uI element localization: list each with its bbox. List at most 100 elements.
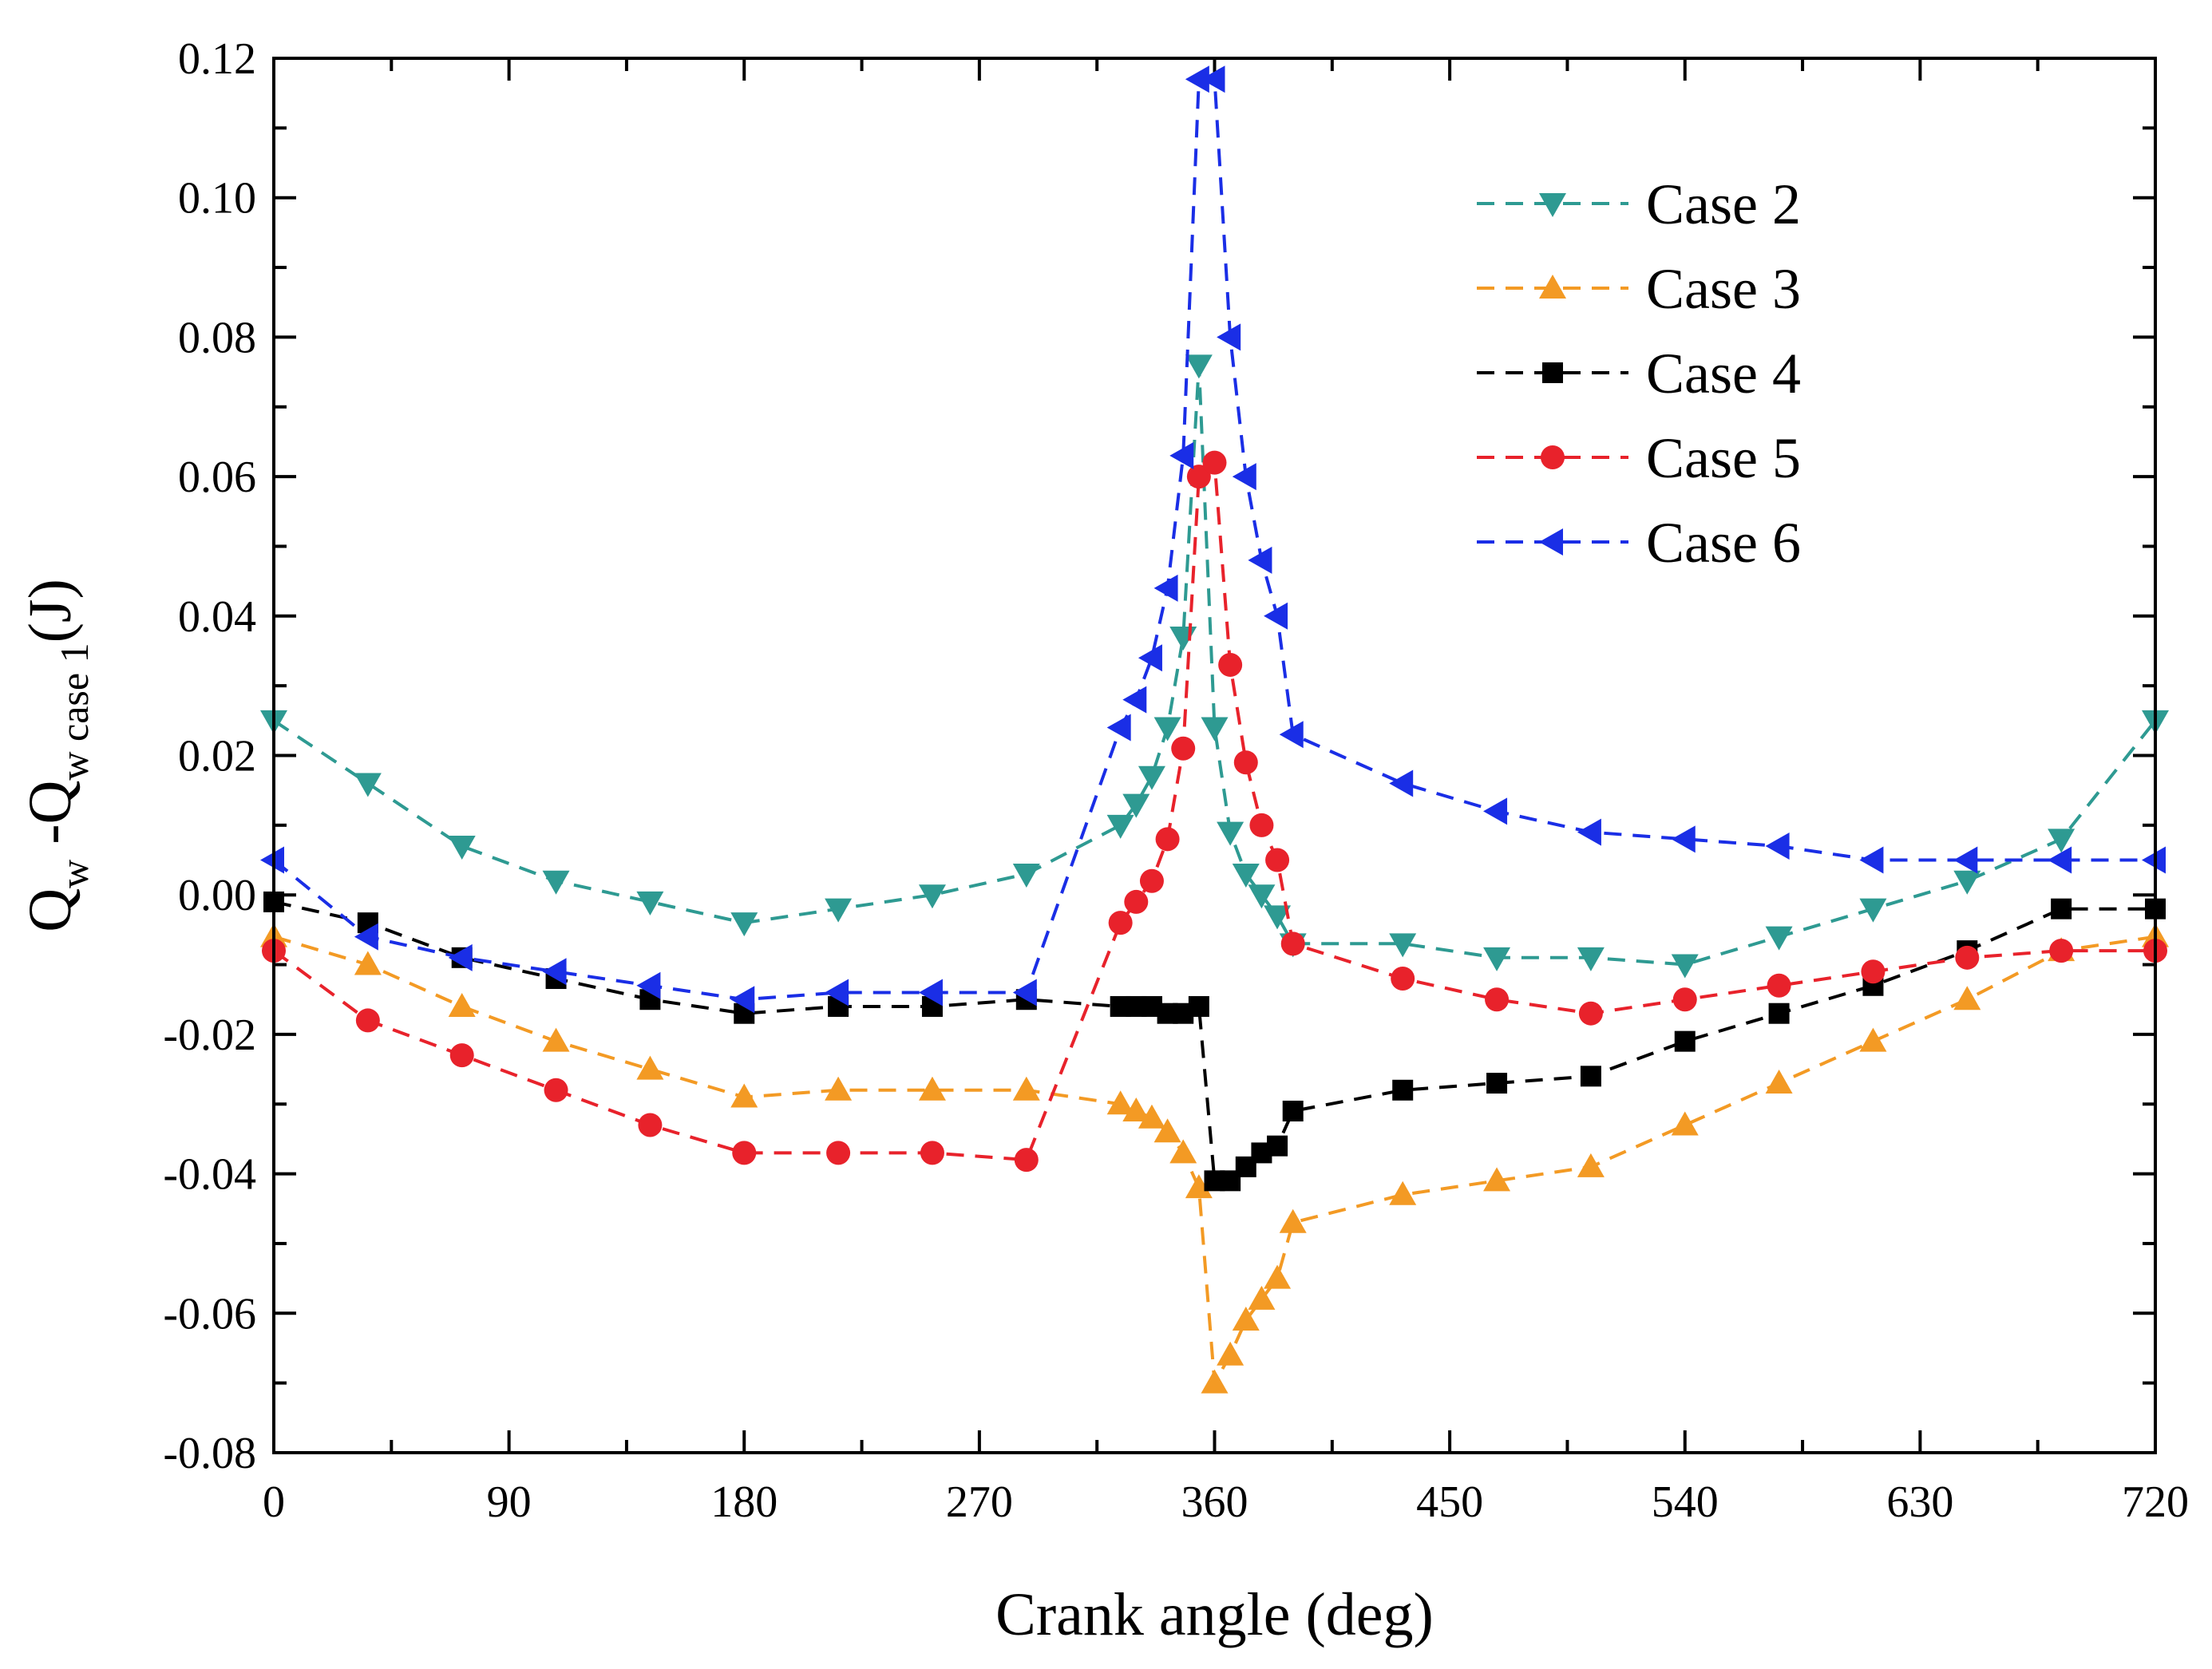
data-point-case-3 xyxy=(1577,1153,1605,1177)
data-point-case-5 xyxy=(826,1141,851,1165)
data-point-case-3 xyxy=(1279,1208,1307,1233)
data-point-case-6 xyxy=(1279,721,1304,749)
data-point-case-2 xyxy=(918,884,946,909)
major-ticks xyxy=(272,57,2157,1454)
data-point-case-4 xyxy=(1392,1079,1414,1101)
data-point-case-4 xyxy=(1580,1066,1601,1087)
series-layer xyxy=(260,65,2169,1394)
data-point-case-5 xyxy=(1861,959,1886,984)
data-point-case-2 xyxy=(1264,905,1292,930)
x-tick-label: 270 xyxy=(946,1477,1013,1527)
x-tick-label: 630 xyxy=(1886,1477,1953,1527)
data-point-case-2 xyxy=(1217,821,1244,846)
data-point-case-5 xyxy=(355,1008,380,1033)
y-axis-title: Qw -Qw case 1(J) xyxy=(17,579,97,932)
data-point-case-6 xyxy=(1185,65,1209,93)
data-point-case-5 xyxy=(1280,931,1305,956)
series-case-6 xyxy=(260,65,2166,1014)
legend-label-case-5: Case 5 xyxy=(1646,426,1801,490)
data-point-case-2 xyxy=(1953,870,1981,895)
y-tick-label: -0.04 xyxy=(163,1150,256,1200)
data-point-case-5 xyxy=(1391,967,1415,991)
data-point-case-3 xyxy=(448,992,476,1017)
series-case-5 xyxy=(262,450,2167,1173)
data-point-case-5 xyxy=(1202,450,1227,475)
data-point-case-2 xyxy=(1577,947,1605,971)
data-point-case-5 xyxy=(1124,889,1149,914)
x-tick-label: 360 xyxy=(1181,1477,1248,1527)
legend-entry-case-3: Case 3 xyxy=(1477,257,1801,321)
x-tick-label: 90 xyxy=(487,1477,532,1527)
legend-marker-case-4 xyxy=(1542,362,1563,383)
x-tick-label: 540 xyxy=(1652,1477,1719,1527)
data-point-case-6 xyxy=(636,971,661,999)
legend-marker-case-6 xyxy=(1539,528,1563,556)
data-point-case-4 xyxy=(1267,1135,1288,1157)
data-point-case-5 xyxy=(1955,945,1980,970)
data-point-case-5 xyxy=(1485,987,1510,1012)
data-point-case-6 xyxy=(354,923,378,951)
data-point-case-5 xyxy=(1249,813,1274,837)
data-point-case-5 xyxy=(544,1078,568,1102)
legend-marker-case-3 xyxy=(1539,275,1566,299)
data-point-case-3 xyxy=(1232,1307,1260,1331)
data-point-case-3 xyxy=(354,951,382,975)
data-point-case-5 xyxy=(1171,736,1196,761)
data-point-case-2 xyxy=(1483,947,1511,971)
legend-label-case-6: Case 6 xyxy=(1646,511,1801,575)
data-point-case-2 xyxy=(636,891,664,916)
data-point-case-3 xyxy=(1217,1341,1244,1366)
y-tick-label: 0.04 xyxy=(178,592,256,642)
series-line-case-4 xyxy=(273,900,2155,1183)
data-point-case-3 xyxy=(1671,1111,1699,1136)
data-point-case-3 xyxy=(636,1055,664,1080)
data-point-case-3 xyxy=(1138,1104,1165,1129)
data-point-case-2 xyxy=(1153,717,1181,742)
data-point-case-3 xyxy=(825,1076,853,1101)
data-point-case-2 xyxy=(1671,954,1699,979)
x-tick-label: 720 xyxy=(2122,1477,2189,1527)
data-point-case-3 xyxy=(730,1083,758,1108)
data-point-case-2 xyxy=(1122,793,1150,818)
data-point-case-5 xyxy=(638,1113,663,1137)
data-point-case-2 xyxy=(2048,829,2075,853)
y-tick-labels: -0.08 -0.06 -0.04 -0.02 0.00 0.02 0.04 0.06 0.08… xyxy=(163,34,256,1478)
data-point-case-6 xyxy=(1765,833,1790,860)
data-point-case-2 xyxy=(354,773,382,797)
y-tick-label: 0.06 xyxy=(178,453,256,502)
x-tick-labels: 0 90 180 270 360 450 540 630 720 xyxy=(263,1477,2189,1527)
legend: Case 2 Case 3 Case 4 Case 5 Case 6 xyxy=(1477,172,1801,575)
data-point-case-3 xyxy=(1106,1090,1134,1115)
x-tick-label: 0 xyxy=(263,1477,285,1527)
y-tick-label: 0.00 xyxy=(178,871,256,920)
data-point-case-3 xyxy=(1012,1076,1040,1101)
data-point-case-5 xyxy=(1672,987,1697,1012)
legend-entry-case-5: Case 5 xyxy=(1477,426,1801,490)
data-point-case-5 xyxy=(1014,1148,1039,1173)
data-point-case-6 xyxy=(1577,818,1601,846)
data-point-case-5 xyxy=(1155,827,1180,852)
data-point-case-3 xyxy=(1248,1285,1276,1310)
minor-ticks xyxy=(274,58,2155,1453)
series-case-2 xyxy=(260,354,2169,979)
data-point-case-2 xyxy=(1169,627,1197,651)
data-point-case-5 xyxy=(1186,465,1211,489)
plot-frame xyxy=(272,57,2157,1454)
data-point-case-3 xyxy=(1185,1174,1213,1199)
data-point-case-6 xyxy=(1389,769,1414,797)
y-tick-label: 0.08 xyxy=(178,313,256,362)
y-tick-label: -0.02 xyxy=(163,1010,256,1060)
data-point-case-6 xyxy=(730,986,755,1014)
data-point-case-6 xyxy=(1232,463,1256,491)
series-case-3 xyxy=(260,923,2169,1394)
data-point-case-5 xyxy=(920,1141,944,1165)
data-point-case-6 xyxy=(1138,644,1162,672)
data-point-case-6 xyxy=(918,979,943,1007)
series-line-case-2 xyxy=(272,365,2157,967)
legend-label-case-2: Case 2 xyxy=(1646,172,1801,236)
data-point-case-4 xyxy=(1282,1100,1304,1121)
data-point-case-4 xyxy=(1486,1073,1508,1094)
data-point-case-6 xyxy=(2048,846,2072,874)
data-point-case-3 xyxy=(918,1076,946,1101)
data-point-case-5 xyxy=(1218,652,1243,677)
